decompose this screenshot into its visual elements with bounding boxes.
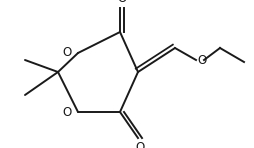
- Text: O: O: [135, 141, 145, 148]
- Text: O: O: [197, 54, 206, 67]
- Text: O: O: [117, 0, 127, 5]
- Text: O: O: [63, 46, 72, 59]
- Text: O: O: [63, 106, 72, 119]
